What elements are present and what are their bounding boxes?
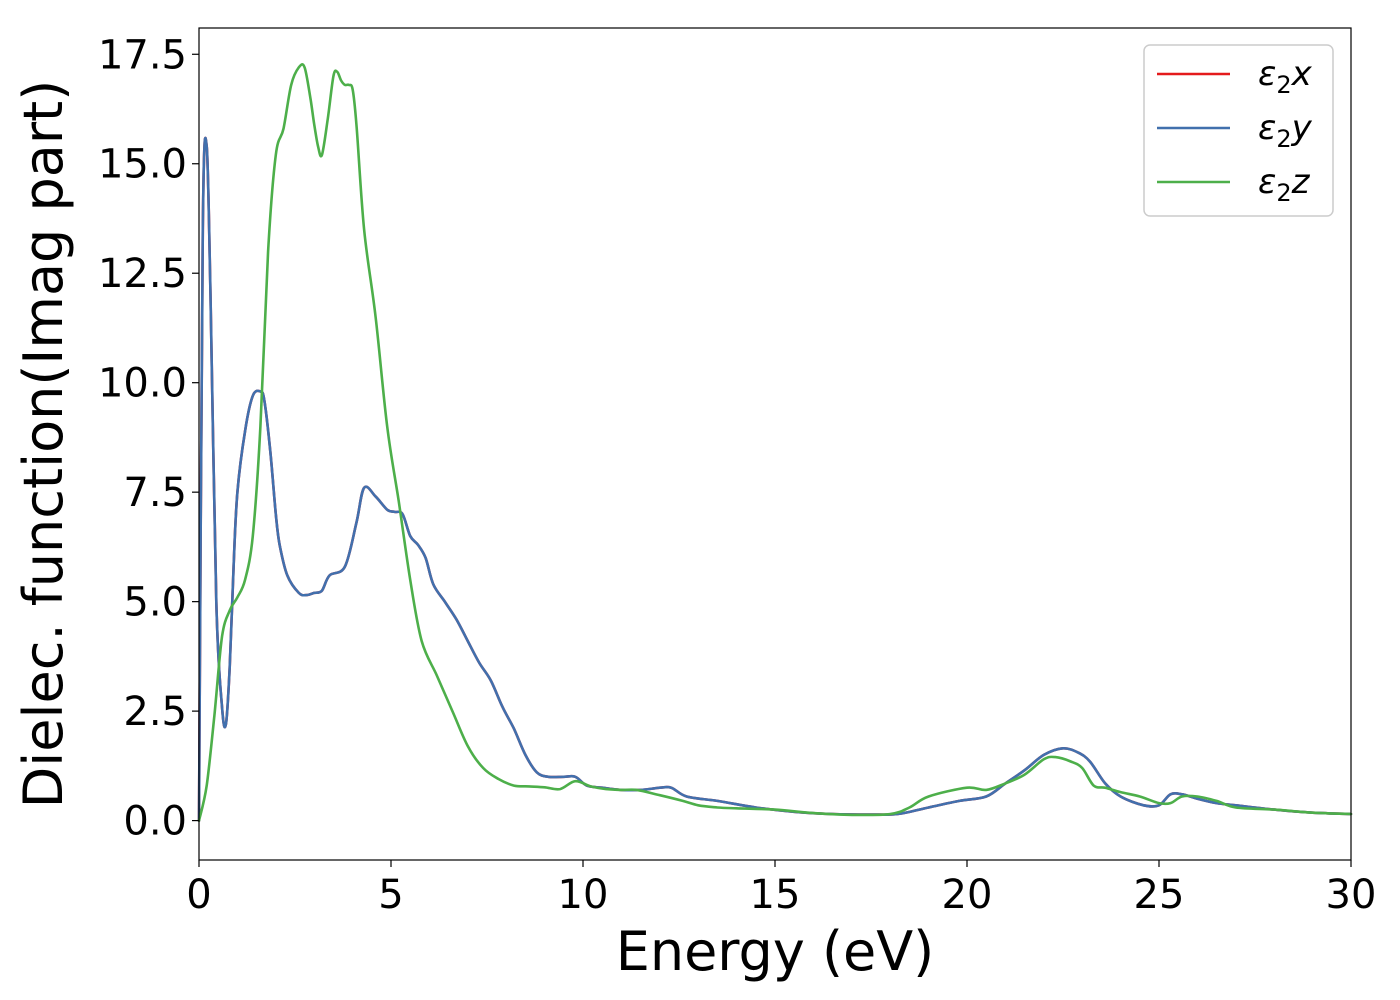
- x-tick-label: 20: [942, 872, 993, 918]
- y-tick-label: 12.5: [98, 251, 187, 297]
- y-tick-label: 0.0: [123, 799, 187, 845]
- legend-label-x: ε2x: [1258, 54, 1313, 99]
- legend-label-y: ε2y: [1258, 108, 1313, 153]
- x-tick-label: 10: [558, 872, 609, 918]
- x-tick-label: 0: [186, 872, 211, 918]
- ticks-layer: 0 5 10 15 20 25 30 0.0 2.5 5.0 7.5 10.0 12.5 15.0 17.5: [98, 32, 1377, 918]
- series-line-y: [197, 136, 1353, 822]
- series-layer: [197, 63, 1353, 822]
- y-axis-title: Dielec. function(Imag part): [12, 80, 75, 809]
- series-line-z: [197, 63, 1353, 822]
- legend: ε2x ε2y ε2z: [1143, 44, 1334, 217]
- x-axis-title: Energy (eV): [616, 920, 935, 983]
- legend-box: [1143, 44, 1334, 217]
- x-tick-label: 5: [378, 872, 403, 918]
- y-tick-label: 10.0: [98, 361, 187, 407]
- y-tick-label: 5.0: [123, 580, 187, 626]
- series-line-x: [197, 136, 1353, 822]
- x-tick-label: 25: [1134, 872, 1185, 918]
- y-tick-label: 15.0: [98, 142, 187, 188]
- y-tick-label: 2.5: [123, 689, 187, 735]
- x-tick-label: 15: [750, 872, 801, 918]
- y-tick-label: 7.5: [123, 470, 187, 516]
- x-tick-label: 30: [1326, 872, 1377, 918]
- y-tick-label: 17.5: [98, 32, 187, 78]
- legend-label-z: ε2z: [1258, 162, 1311, 207]
